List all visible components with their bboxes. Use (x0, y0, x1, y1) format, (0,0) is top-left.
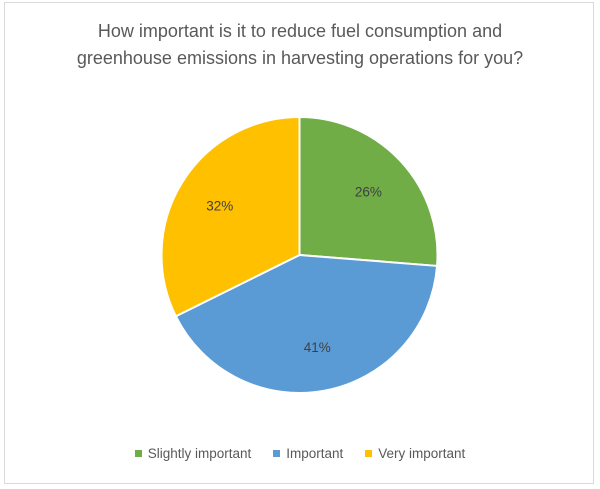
legend-item-slightly-important: Slightly important (134, 446, 252, 461)
chart-title-line-1: How important is it to reduce fuel consu… (97, 21, 503, 41)
legend-swatch-important (273, 450, 281, 457)
legend-swatch-slightly-important (134, 450, 142, 457)
chart-title: How important is it to reduce fuel consu… (0, 18, 600, 72)
legend-label-very-important: Very important (378, 446, 466, 461)
pie-slice-important (174, 254, 439, 394)
legend-label-slightly-important: Slightly important (147, 446, 252, 461)
legend-label-important: Important (286, 446, 344, 461)
data-label-important: 41% (304, 340, 331, 355)
legend-item-very-important: Very important (365, 446, 465, 461)
legend-swatch-very-important (365, 450, 373, 457)
data-label-slightly-important: 26% (355, 184, 382, 199)
pie-data-labels: 26% 41% 32% (206, 184, 382, 355)
chart-title-line-2: greenhouse emissions in harvesting opera… (76, 48, 524, 68)
pie-slices (160, 116, 439, 394)
chart-legend: Slightly important Important Very importan… (0, 446, 600, 461)
pie-slice-very-important (160, 116, 301, 318)
data-label-very-important: 32% (206, 199, 233, 214)
legend-item-important: Important (273, 446, 343, 461)
pie-slice-slightly-important (298, 116, 439, 267)
